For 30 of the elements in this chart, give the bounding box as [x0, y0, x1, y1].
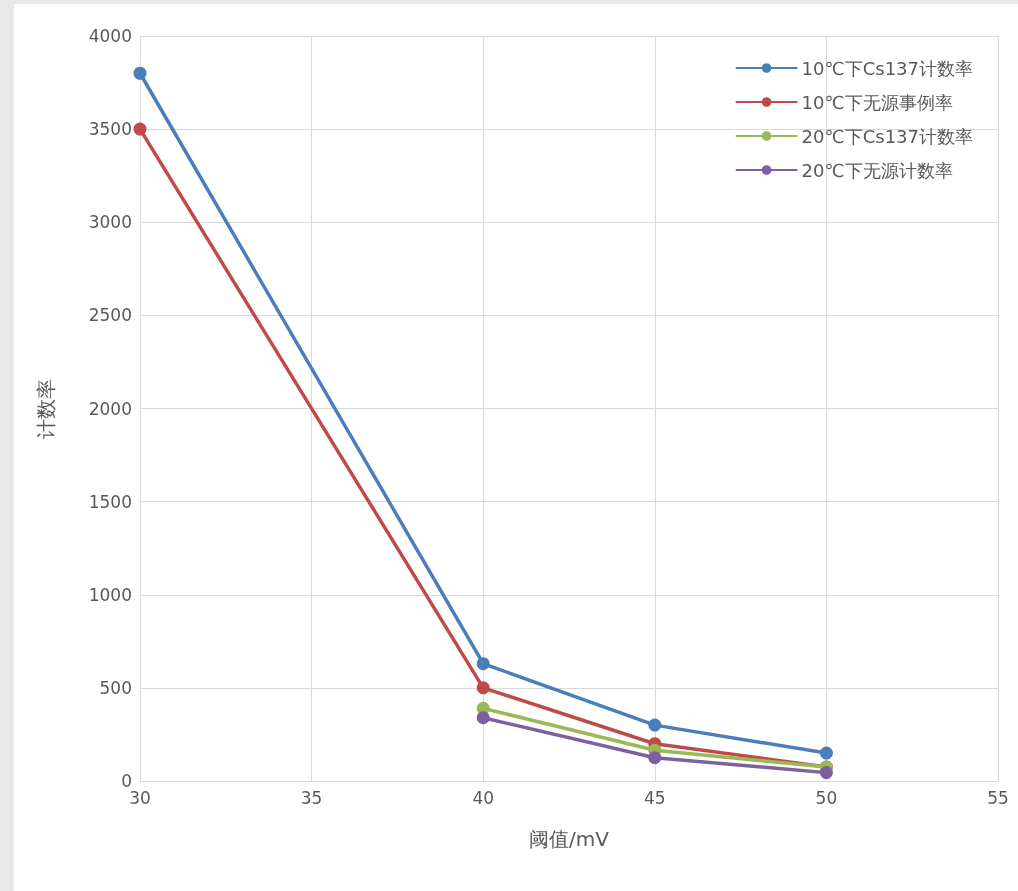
y-tick-label: 3500: [88, 119, 132, 140]
point: [476, 711, 490, 725]
x-tick-label: 50: [815, 787, 838, 808]
x-tick-label: 35: [300, 787, 323, 808]
x-tick-label: 30: [129, 787, 151, 808]
y-tick-label: 2000: [88, 398, 132, 419]
point: [648, 751, 662, 765]
y-tick-label: 3000: [88, 212, 132, 233]
legend-label: 10℃下无源事例率: [801, 91, 953, 113]
point: [133, 122, 147, 136]
y-tick-label: 500: [99, 677, 132, 698]
point: [648, 718, 662, 732]
y-tick-label: 2500: [88, 305, 132, 326]
y-tick-label: 0: [121, 771, 132, 791]
x-tick-label: 40: [472, 787, 495, 808]
x-axis-title: 阈值/mV: [529, 827, 610, 851]
legend-label: 20℃下无源计数率: [801, 159, 953, 181]
point: [819, 746, 833, 760]
y-tick-label: 4000: [88, 26, 132, 46]
y-axis-title: 计数率: [34, 378, 58, 439]
point: [476, 657, 490, 671]
legend-label: 20℃下Cs137计数率: [801, 125, 973, 147]
legend-label: 10℃下Cs137计数率: [801, 57, 973, 79]
x-tick-label: 55: [987, 787, 1009, 808]
point: [819, 766, 833, 780]
point: [133, 66, 147, 80]
y-tick-label: 1000: [88, 584, 132, 605]
x-tick-label: 45: [643, 787, 666, 808]
y-tick-label: 1500: [88, 491, 132, 512]
point: [476, 681, 490, 695]
